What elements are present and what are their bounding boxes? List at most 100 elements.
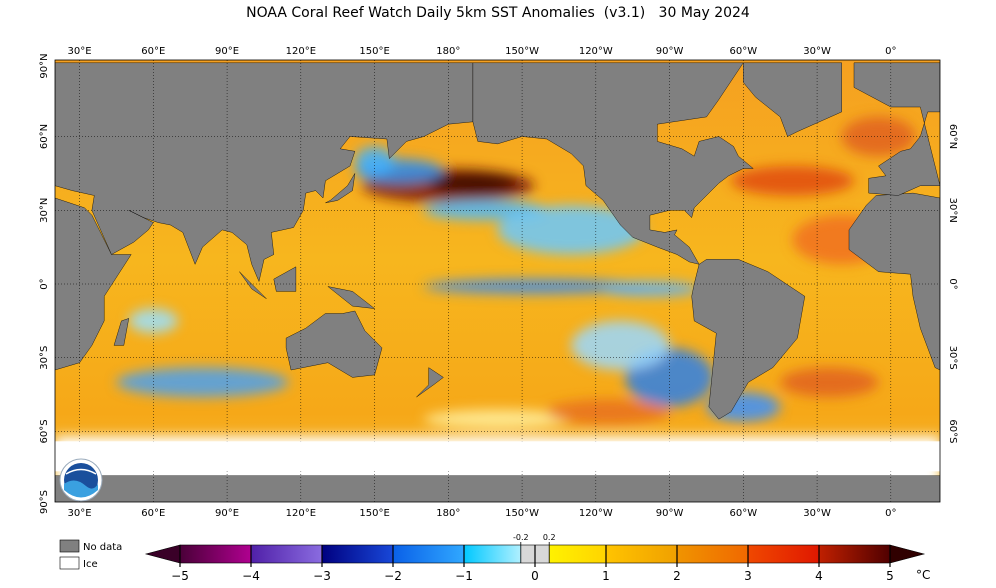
- colorbar-segment: [677, 545, 748, 563]
- top-lon-label: 60°W: [730, 46, 758, 57]
- colorbar-tick-label: −2: [384, 569, 402, 583]
- colorbar-tick-label: 1: [602, 569, 610, 583]
- landmass: [325, 173, 356, 204]
- landmass: [55, 62, 474, 283]
- top-lon-label: 30°E: [68, 46, 92, 57]
- colorbar-unit: °C: [916, 568, 930, 582]
- bottom-lon-label: 150°W: [505, 508, 539, 519]
- colorbar-segment: [606, 545, 677, 563]
- bottom-lon-label: 150°E: [359, 508, 389, 519]
- top-lon-label: 30°W: [803, 46, 831, 57]
- right-lat-label: 0°: [947, 278, 958, 289]
- left-lat-label: 90°N: [39, 53, 50, 78]
- right-lat-label: 60°N: [947, 124, 958, 149]
- anomaly-patch: [600, 281, 700, 297]
- left-lat-label: 60°N: [39, 124, 50, 149]
- landmass: [55, 197, 132, 371]
- right-lat-label: 30°N: [947, 198, 958, 223]
- colorbar-segment: [748, 545, 819, 563]
- anomaly-patch: [571, 320, 670, 371]
- landmass: [285, 310, 383, 378]
- left-lat-label: 0°: [39, 278, 50, 289]
- bottom-lon-label: 120°W: [579, 508, 613, 519]
- anomaly-patch: [546, 399, 670, 425]
- landmass: [55, 475, 940, 502]
- anomaly-patch: [423, 409, 572, 430]
- bottom-lon-label: 0°: [885, 508, 896, 519]
- top-lon-label: 0°: [885, 46, 896, 57]
- colorbar-tick-label: 2: [673, 569, 681, 583]
- anomaly-patch: [428, 173, 518, 194]
- left-lat-label: 60°S: [39, 419, 50, 443]
- anomaly-patch: [497, 205, 645, 255]
- colorbar-high-arrow: [889, 544, 926, 564]
- top-lon-label: 60°E: [141, 46, 165, 57]
- bottom-lon-label: 60°E: [141, 508, 165, 519]
- top-lon-label: 90°E: [215, 46, 239, 57]
- anomaly-patch: [731, 166, 854, 196]
- legend: No data Ice: [59, 539, 122, 570]
- colorbar-tick-label: 4: [815, 569, 823, 583]
- right-lat-label: 60°S: [947, 419, 958, 443]
- colorbar-segment: [251, 545, 322, 563]
- bottom-lon-label: 120°E: [286, 508, 316, 519]
- landmass: [327, 286, 376, 309]
- top-lon-label: 150°E: [359, 46, 389, 57]
- left-lat-label: 30°S: [39, 346, 50, 370]
- colorbar-segment: [549, 545, 606, 563]
- colorbar-tick-label: −5: [171, 569, 189, 583]
- map: [55, 60, 940, 502]
- bottom-lon-label: 30°W: [803, 508, 831, 519]
- legend-label: Ice: [83, 559, 98, 570]
- top-lon-label: 180°: [436, 46, 460, 57]
- colorbar-tick-label: −3: [313, 569, 331, 583]
- anomaly-patch: [128, 308, 178, 334]
- noaa-logo: [59, 458, 103, 502]
- colorbar-minor-label: 0.2: [543, 533, 556, 542]
- anomaly-patch: [423, 279, 645, 294]
- colorbar-tick-label: 0: [531, 569, 539, 583]
- legend-swatch: [59, 539, 80, 553]
- anomaly-patch: [354, 146, 395, 176]
- colorbar-tick-label: −1: [455, 569, 473, 583]
- bottom-lon-label: 30°E: [68, 508, 92, 519]
- landmass: [691, 259, 806, 420]
- graticule: [55, 60, 940, 502]
- bottom-lon-label: 60°W: [730, 508, 758, 519]
- colorbar-low-arrow: [144, 544, 181, 564]
- bottom-lon-label: 180°: [436, 508, 460, 519]
- title: NOAA Coral Reef Watch Daily 5km SST Anom…: [246, 5, 750, 21]
- anomaly-patch: [780, 367, 879, 398]
- right-lat-label: 30°S: [947, 346, 958, 370]
- top-lon-label: 90°W: [656, 46, 684, 57]
- landmass: [416, 367, 444, 398]
- anomaly-patch: [116, 367, 289, 398]
- anomaly-patch: [841, 116, 916, 157]
- map-frame: [54, 59, 941, 503]
- colorbar-tick-label: −4: [242, 569, 260, 583]
- landmass: [239, 271, 267, 299]
- top-lon-label: 150°W: [505, 46, 539, 57]
- colorbar-minor-label: -0.2: [513, 533, 529, 542]
- legend-swatch: [59, 556, 80, 570]
- landmass: [853, 62, 940, 196]
- left-lat-label: 90°S: [39, 490, 50, 514]
- colorbar-tick-label: 3: [744, 569, 752, 583]
- left-lat-label: 30°N: [39, 198, 50, 223]
- ice-band: [55, 441, 940, 472]
- colorbar-segment: [322, 545, 393, 563]
- colorbar-segment: [180, 545, 251, 563]
- land: [55, 62, 940, 502]
- landmass: [848, 192, 940, 371]
- colorbar-segment: [819, 545, 890, 563]
- top-lon-label: 120°E: [286, 46, 316, 57]
- bottom-lon-label: 90°E: [215, 508, 239, 519]
- colorbar-segment: [393, 545, 464, 563]
- colorbar-segment: [464, 545, 521, 563]
- bottom-lon-label: 90°W: [656, 508, 684, 519]
- colorbar: −5 −4 −3 −2 −1 0 1 2 3 4 5 -0.2 0.2 °C: [144, 533, 930, 583]
- colorbar-tick-label: 5: [886, 569, 894, 583]
- top-lon-label: 120°W: [579, 46, 613, 57]
- landmass: [113, 318, 130, 346]
